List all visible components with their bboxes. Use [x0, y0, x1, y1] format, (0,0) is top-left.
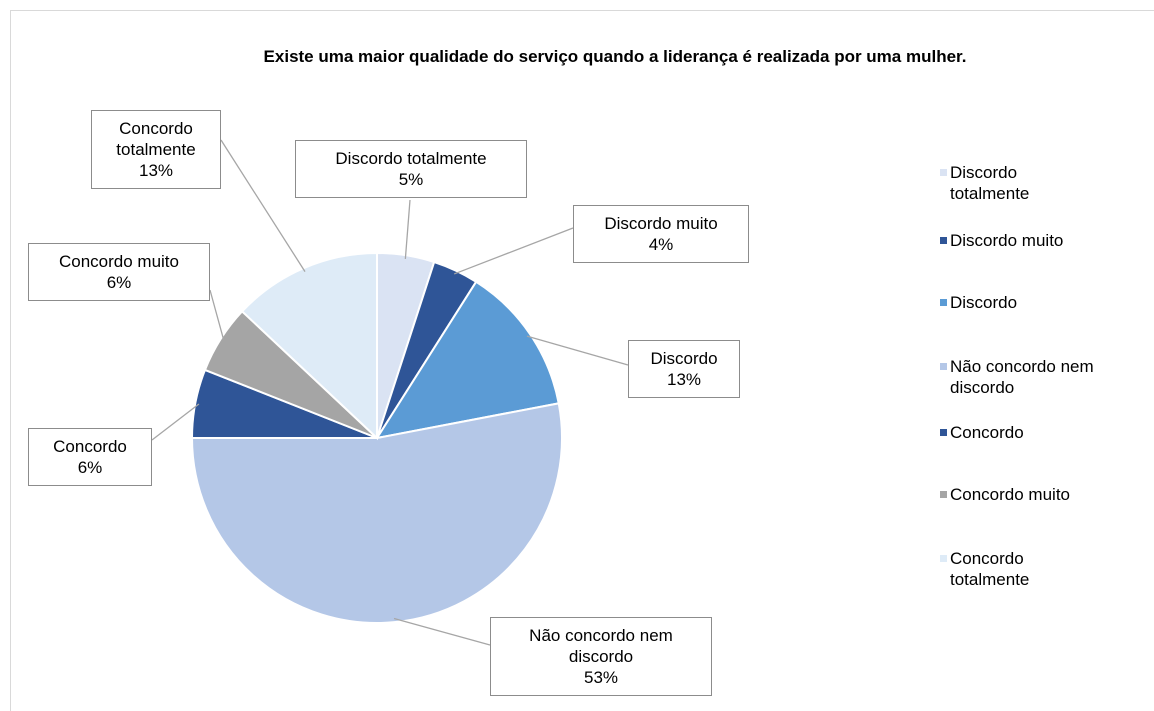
- legend-label: Discordo muito: [950, 231, 1064, 250]
- data-label-name: Discordo totalmente: [335, 149, 487, 168]
- data-label: Discordo muito 4%: [573, 205, 749, 263]
- leader-line: [526, 335, 629, 366]
- leader-line: [393, 617, 491, 646]
- data-label-value: 6%: [77, 458, 103, 477]
- legend-label: Concordo totalmente: [950, 549, 1030, 589]
- data-label: Concordo muito 6%: [28, 243, 210, 301]
- data-label: Discordo totalmente 5%: [295, 140, 527, 198]
- legend-swatch: [940, 429, 947, 436]
- legend-label: Concordo muito: [950, 485, 1071, 504]
- legend-swatch: [940, 299, 947, 306]
- data-label-name: Discordo: [650, 349, 718, 368]
- data-label-value: 6%: [106, 273, 132, 292]
- data-label: Não concordo nem discordo 53%: [490, 617, 712, 696]
- data-label-value: 13%: [666, 370, 702, 389]
- data-label: Discordo 13%: [628, 340, 740, 398]
- legend-label: Concordo: [950, 423, 1024, 442]
- legend-swatch: [940, 237, 947, 244]
- chart-frame: [10, 10, 1154, 711]
- data-label: Concordo totalmente 13%: [91, 110, 221, 189]
- data-label-value: 53%: [583, 668, 619, 687]
- data-label-value: 13%: [138, 161, 174, 180]
- legend-swatch: [940, 555, 947, 562]
- data-label-name: Concordo: [53, 437, 127, 456]
- legend-label: Não concordo nem discordo: [950, 357, 1094, 397]
- leader-line: [151, 403, 200, 441]
- leader-line: [220, 139, 306, 272]
- legend-swatch: [940, 491, 947, 498]
- data-label-name: Não concordo nem discordo: [529, 626, 673, 666]
- leader-line: [453, 227, 574, 275]
- data-label: Concordo 6%: [28, 428, 152, 486]
- legend-label: Discordo: [950, 293, 1018, 312]
- leader-line: [404, 199, 411, 259]
- data-label-name: Discordo muito: [604, 214, 718, 233]
- leader-line: [209, 289, 225, 342]
- legend-label: Discordo totalmente: [950, 163, 1030, 203]
- pie-slice: [374, 280, 560, 440]
- data-label-name: Concordo muito: [58, 252, 179, 271]
- pie-slice: [190, 402, 563, 624]
- data-label-name: Concordo totalmente: [116, 119, 196, 159]
- legend-swatch: [940, 363, 947, 370]
- legend-swatch: [940, 169, 947, 176]
- chart-title: Existe uma maior qualidade do serviço qu…: [263, 47, 967, 66]
- data-label-value: 4%: [648, 235, 674, 254]
- data-label-value: 5%: [398, 170, 424, 189]
